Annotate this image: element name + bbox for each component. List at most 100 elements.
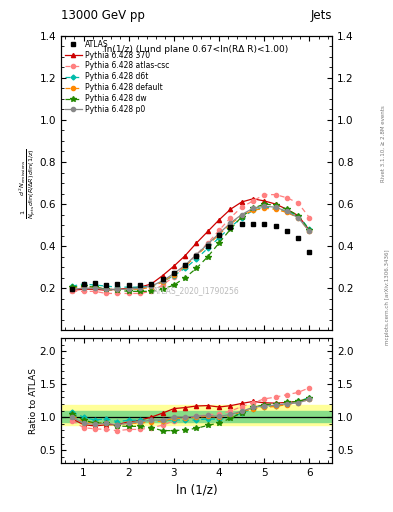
Pythia 6.428 dw bbox=[251, 205, 255, 211]
Pythia 6.428 dw bbox=[285, 206, 289, 212]
Pythia 6.428 370 bbox=[296, 212, 301, 219]
ATLAS bbox=[296, 234, 301, 241]
Pythia 6.428 default bbox=[160, 279, 165, 285]
Pythia 6.428 d6t bbox=[217, 234, 222, 241]
Pythia 6.428 370 bbox=[183, 252, 187, 259]
Pythia 6.428 dw bbox=[307, 227, 312, 233]
ATLAS bbox=[81, 281, 86, 287]
Pythia 6.428 d6t bbox=[171, 272, 176, 279]
Pythia 6.428 atlas-csc bbox=[171, 273, 176, 280]
Pythia 6.428 370 bbox=[81, 286, 86, 292]
Pythia 6.428 default bbox=[206, 242, 210, 248]
Pythia 6.428 atlas-csc bbox=[273, 191, 278, 198]
Bar bbox=[61, 411, 332, 422]
Pythia 6.428 d6t bbox=[81, 281, 86, 287]
Pythia 6.428 p0 bbox=[296, 215, 301, 221]
Pythia 6.428 atlas-csc bbox=[251, 198, 255, 204]
Pythia 6.428 dw bbox=[228, 226, 233, 232]
ATLAS bbox=[307, 249, 312, 255]
Line: Pythia 6.428 default: Pythia 6.428 default bbox=[70, 206, 312, 291]
Legend: ATLAS, Pythia 6.428 370, Pythia 6.428 atlas-csc, Pythia 6.428 d6t, Pythia 6.428 : ATLAS, Pythia 6.428 370, Pythia 6.428 at… bbox=[63, 38, 171, 116]
Pythia 6.428 370 bbox=[115, 286, 120, 292]
Pythia 6.428 d6t bbox=[273, 205, 278, 211]
ATLAS bbox=[262, 221, 266, 227]
Pythia 6.428 p0 bbox=[171, 270, 176, 276]
Pythia 6.428 dw bbox=[160, 286, 165, 292]
Pythia 6.428 370 bbox=[70, 287, 75, 293]
Pythia 6.428 dw bbox=[70, 284, 75, 290]
Pythia 6.428 370 bbox=[104, 287, 108, 293]
Pythia 6.428 default bbox=[228, 221, 233, 227]
Pythia 6.428 p0 bbox=[228, 220, 233, 226]
Pythia 6.428 d6t bbox=[160, 279, 165, 285]
Text: 13000 GeV pp: 13000 GeV pp bbox=[61, 9, 145, 22]
Line: Pythia 6.428 370: Pythia 6.428 370 bbox=[70, 197, 312, 292]
Pythia 6.428 default bbox=[171, 271, 176, 278]
Pythia 6.428 d6t bbox=[228, 224, 233, 230]
Pythia 6.428 p0 bbox=[70, 286, 75, 292]
ATLAS bbox=[273, 223, 278, 229]
ATLAS bbox=[126, 282, 131, 288]
Y-axis label: Ratio to ATLAS: Ratio to ATLAS bbox=[29, 368, 38, 434]
Pythia 6.428 default bbox=[251, 207, 255, 214]
Pythia 6.428 dw bbox=[115, 287, 120, 293]
Pythia 6.428 default bbox=[285, 209, 289, 216]
Pythia 6.428 default bbox=[149, 284, 154, 290]
Pythia 6.428 atlas-csc bbox=[228, 215, 233, 221]
Pythia 6.428 d6t bbox=[194, 255, 199, 262]
Pythia 6.428 p0 bbox=[262, 203, 266, 209]
Pythia 6.428 atlas-csc bbox=[115, 290, 120, 296]
Pythia 6.428 p0 bbox=[206, 241, 210, 247]
ATLAS bbox=[251, 221, 255, 227]
Line: Pythia 6.428 dw: Pythia 6.428 dw bbox=[70, 201, 312, 294]
ATLAS bbox=[228, 224, 233, 230]
ATLAS bbox=[160, 275, 165, 282]
Pythia 6.428 d6t bbox=[307, 226, 312, 232]
Pythia 6.428 p0 bbox=[194, 251, 199, 258]
Pythia 6.428 370 bbox=[228, 206, 233, 212]
Pythia 6.428 default bbox=[126, 286, 131, 292]
Pythia 6.428 dw bbox=[194, 265, 199, 271]
Pythia 6.428 p0 bbox=[115, 286, 120, 292]
Pythia 6.428 370 bbox=[239, 199, 244, 205]
Pythia 6.428 atlas-csc bbox=[160, 282, 165, 288]
Pythia 6.428 dw bbox=[206, 253, 210, 260]
Pythia 6.428 p0 bbox=[307, 228, 312, 234]
Line: Pythia 6.428 d6t: Pythia 6.428 d6t bbox=[70, 205, 311, 289]
Pythia 6.428 atlas-csc bbox=[81, 288, 86, 294]
ATLAS bbox=[171, 270, 176, 276]
Pythia 6.428 p0 bbox=[138, 285, 142, 291]
Pythia 6.428 default bbox=[81, 284, 86, 290]
Pythia 6.428 dw bbox=[296, 212, 301, 219]
ATLAS bbox=[92, 280, 97, 286]
Pythia 6.428 p0 bbox=[81, 285, 86, 291]
Line: Pythia 6.428 atlas-csc: Pythia 6.428 atlas-csc bbox=[70, 193, 312, 295]
Pythia 6.428 default bbox=[273, 206, 278, 212]
X-axis label: ln (1/z): ln (1/z) bbox=[176, 484, 217, 497]
Pythia 6.428 atlas-csc bbox=[194, 251, 199, 258]
Text: ATLAS_2020_I1790256: ATLAS_2020_I1790256 bbox=[153, 286, 240, 295]
ATLAS bbox=[285, 228, 289, 234]
Pythia 6.428 default bbox=[104, 286, 108, 292]
Pythia 6.428 d6t bbox=[126, 284, 131, 290]
Line: ATLAS: ATLAS bbox=[70, 222, 312, 292]
Pythia 6.428 default bbox=[296, 215, 301, 221]
Y-axis label: $\frac{1}{N_{\mathrm{jets}}}\frac{d^2 N_{\mathrm{emissions}}}{d\ln(R/\Delta R)\,: $\frac{1}{N_{\mathrm{jets}}}\frac{d^2 N_… bbox=[17, 147, 38, 219]
Pythia 6.428 default bbox=[92, 284, 97, 290]
Pythia 6.428 dw bbox=[149, 288, 154, 294]
Pythia 6.428 370 bbox=[273, 201, 278, 207]
Pythia 6.428 atlas-csc bbox=[92, 288, 97, 294]
Pythia 6.428 dw bbox=[81, 283, 86, 289]
Pythia 6.428 p0 bbox=[149, 283, 154, 289]
ATLAS bbox=[194, 252, 199, 259]
Pythia 6.428 atlas-csc bbox=[217, 227, 222, 233]
Pythia 6.428 p0 bbox=[217, 230, 222, 237]
Text: ln(1/z) (Lund plane 0.67<ln(RΔ R)<1.00): ln(1/z) (Lund plane 0.67<ln(RΔ R)<1.00) bbox=[105, 45, 288, 54]
Pythia 6.428 default bbox=[262, 205, 266, 211]
Pythia 6.428 atlas-csc bbox=[149, 288, 154, 294]
Pythia 6.428 default bbox=[217, 231, 222, 238]
ATLAS bbox=[149, 281, 154, 287]
Pythia 6.428 atlas-csc bbox=[285, 195, 289, 201]
Pythia 6.428 default bbox=[115, 286, 120, 292]
Pythia 6.428 370 bbox=[194, 240, 199, 246]
